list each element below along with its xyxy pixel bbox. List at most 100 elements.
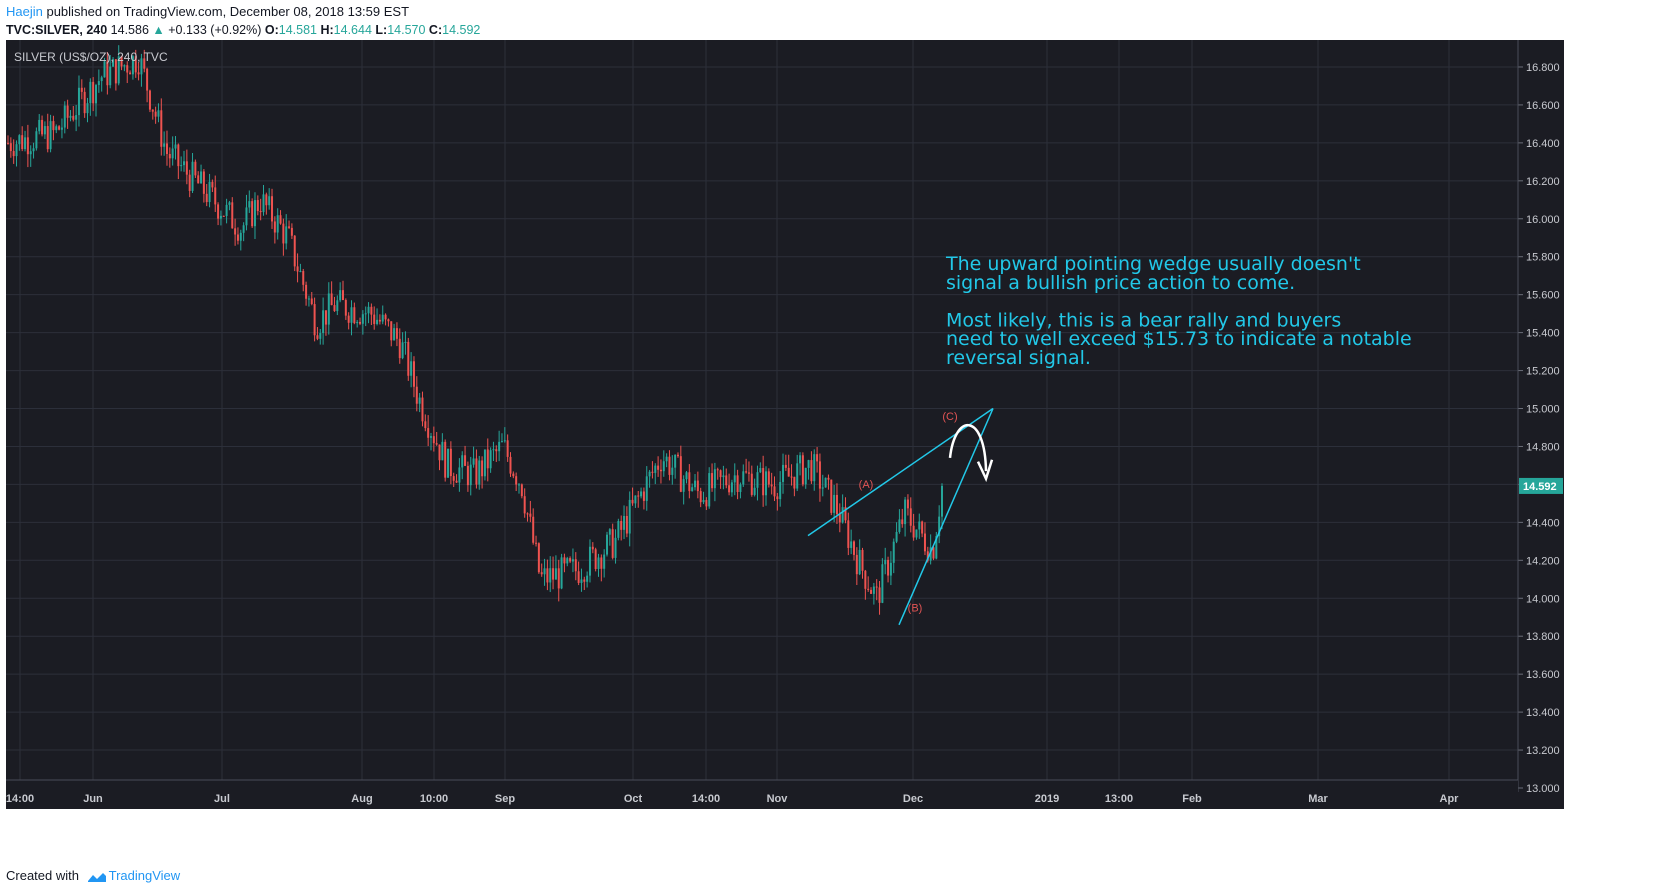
candle-body bbox=[518, 484, 521, 486]
candle-body bbox=[827, 477, 830, 480]
candle-body bbox=[523, 496, 526, 514]
candle-body bbox=[55, 126, 58, 131]
annotation-text-line: need to well exceed $15.73 to indicate a… bbox=[946, 328, 1412, 350]
candle-body bbox=[793, 476, 796, 489]
publish-line: Haejin published on TradingView.com, Dec… bbox=[6, 3, 480, 21]
candle-body bbox=[279, 215, 282, 224]
candle-body bbox=[915, 529, 918, 538]
candle-body bbox=[370, 306, 373, 315]
candle-body bbox=[344, 300, 347, 316]
candle-body bbox=[472, 458, 475, 465]
author-link[interactable]: Haejin bbox=[6, 4, 43, 19]
candle-body bbox=[313, 304, 316, 336]
candle-body bbox=[310, 298, 313, 305]
candle-body bbox=[782, 464, 785, 482]
candle-body bbox=[290, 227, 293, 236]
candle-body bbox=[41, 119, 44, 135]
candle-body bbox=[722, 475, 725, 478]
candle-body bbox=[114, 59, 117, 84]
candle-body bbox=[708, 473, 711, 507]
candle-body bbox=[100, 77, 103, 82]
candle-body bbox=[716, 469, 719, 471]
candle-body bbox=[918, 521, 921, 530]
candle-body bbox=[466, 465, 469, 486]
candle-body bbox=[500, 441, 503, 443]
candle-body bbox=[393, 328, 396, 341]
candle-body bbox=[330, 293, 333, 306]
y-tick-label: 16.600 bbox=[1526, 100, 1560, 112]
candle-body bbox=[577, 571, 580, 583]
candle-body bbox=[895, 531, 898, 542]
candle-body bbox=[526, 513, 529, 515]
tradingview-link[interactable]: TradingView bbox=[108, 868, 181, 883]
candle-body bbox=[554, 568, 557, 580]
x-tick-label: 14:00 bbox=[692, 793, 720, 805]
candle-body bbox=[89, 81, 92, 104]
x-tick-label: Dec bbox=[903, 793, 923, 805]
candle-body bbox=[95, 85, 98, 104]
candle-body bbox=[486, 449, 489, 469]
candle-body bbox=[421, 397, 424, 422]
candle-body bbox=[495, 449, 498, 452]
candle-body bbox=[614, 537, 617, 558]
candle-body bbox=[191, 161, 194, 191]
candle-body bbox=[217, 204, 220, 219]
y-tick-label: 13.800 bbox=[1526, 631, 1560, 643]
candle-body bbox=[569, 558, 572, 562]
candle-body bbox=[200, 171, 203, 184]
candle-body bbox=[796, 463, 799, 489]
y-tick-label: 14.800 bbox=[1526, 441, 1560, 453]
price-chart[interactable]: 16.800 16.600 16.400 16.200 16.000 15.800 15.6… bbox=[0, 40, 1665, 810]
candle-body bbox=[699, 491, 702, 503]
candle-body bbox=[83, 91, 86, 114]
candle-body bbox=[367, 306, 370, 314]
candle-body bbox=[256, 200, 259, 212]
candle-body bbox=[77, 87, 80, 116]
candle-body bbox=[80, 87, 83, 92]
candle-body bbox=[38, 119, 41, 132]
candle-body bbox=[347, 315, 350, 323]
candle-body bbox=[759, 468, 762, 473]
x-tick-label: Oct bbox=[624, 793, 643, 805]
candle-body bbox=[870, 589, 873, 594]
candle-body bbox=[586, 575, 589, 582]
candle-body bbox=[537, 543, 540, 573]
candle-body bbox=[546, 568, 549, 583]
candle-body bbox=[341, 290, 344, 301]
candle-body bbox=[324, 310, 327, 325]
candle-body bbox=[611, 529, 614, 558]
candle-body bbox=[685, 472, 688, 480]
candle-body bbox=[642, 491, 645, 501]
candle-body bbox=[154, 111, 157, 117]
candle-body bbox=[390, 321, 393, 341]
candle-body bbox=[214, 187, 217, 205]
candle-body bbox=[588, 546, 591, 576]
candle-body bbox=[850, 541, 853, 548]
candle-body bbox=[711, 473, 714, 489]
candle-body bbox=[560, 557, 563, 589]
x-tick-label: Nov bbox=[767, 793, 789, 805]
candle-body bbox=[376, 319, 379, 324]
candle-body bbox=[858, 549, 861, 575]
candle-body bbox=[637, 495, 640, 497]
candle-body bbox=[265, 194, 268, 206]
candle-body bbox=[549, 568, 552, 583]
candle-body bbox=[506, 440, 509, 457]
change-up-icon: ▲ bbox=[152, 23, 165, 37]
candle-body bbox=[799, 455, 802, 464]
candle-body bbox=[66, 105, 69, 118]
price-axis[interactable]: 16.800 16.600 16.400 16.200 16.000 15.800 15.6… bbox=[1517, 40, 1563, 795]
candle-body bbox=[659, 469, 662, 472]
candle-body bbox=[234, 228, 237, 235]
candle-body bbox=[923, 533, 926, 552]
x-tick-label: 13:00 bbox=[1105, 793, 1133, 805]
candle-body bbox=[830, 479, 833, 513]
candle-body bbox=[293, 235, 296, 267]
candle-body bbox=[705, 499, 708, 507]
candle-body bbox=[901, 519, 904, 525]
candle-body bbox=[591, 546, 594, 550]
time-axis[interactable]: 14:00 Jun Jul Aug 10:00 Sep Oct 14:00 Nov Dec 2019… bbox=[6, 779, 1518, 808]
x-tick-label: Sep bbox=[495, 793, 515, 805]
candle-body bbox=[123, 65, 126, 67]
candle-body bbox=[566, 558, 569, 564]
